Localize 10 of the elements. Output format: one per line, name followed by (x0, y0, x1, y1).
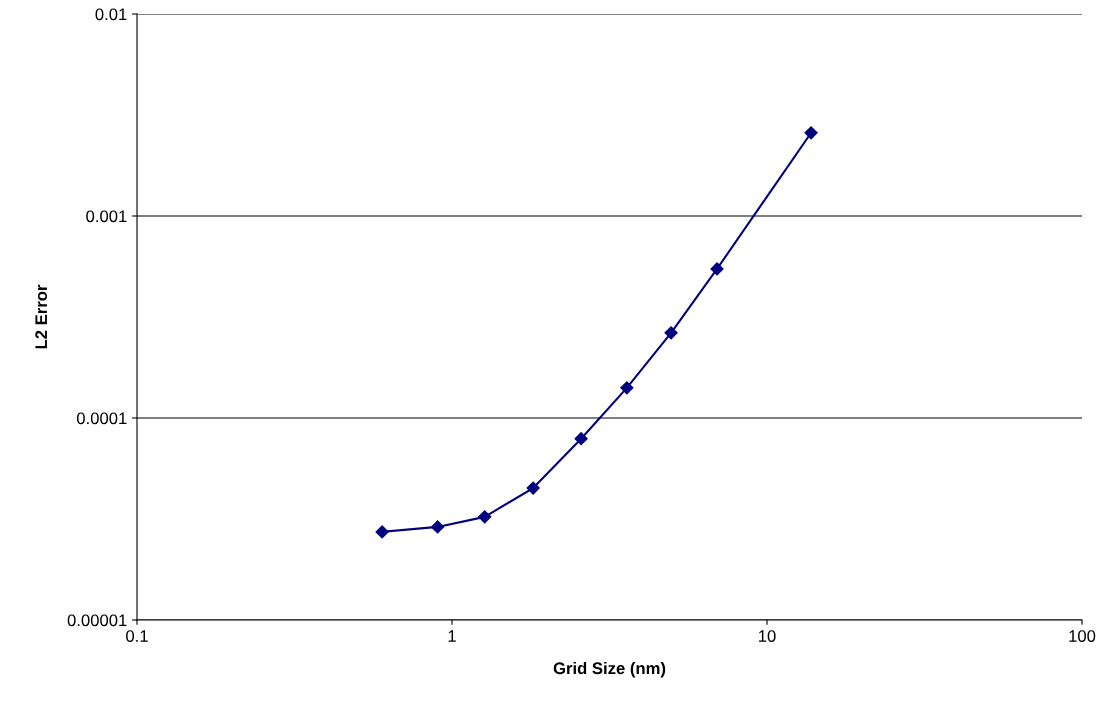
x-tick-label: 1 (448, 630, 456, 642)
y-tick-label: 0.001 (86, 210, 127, 223)
y-tick-label: 0.01 (95, 8, 127, 21)
x-axis-title: Grid Size (nm) (553, 661, 666, 678)
y-axis-title: L2 Error (35, 284, 48, 349)
x-tick-label: 10 (759, 630, 776, 642)
x-tick-label: 0.1 (126, 630, 148, 642)
y-tick-label: 0.00001 (67, 614, 127, 627)
y-tick-label: 0.0001 (76, 412, 127, 425)
x-tick-label: 100 (1069, 630, 1096, 642)
